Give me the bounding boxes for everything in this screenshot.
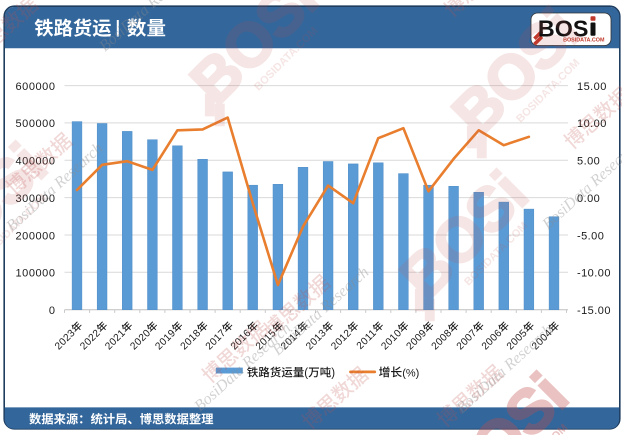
svg-text:-15.00: -15.00 [577, 305, 611, 317]
svg-text:-5.00: -5.00 [577, 230, 604, 242]
svg-text:5.00: 5.00 [577, 156, 600, 168]
svg-text:200000: 200000 [15, 230, 55, 242]
svg-text:500000: 500000 [15, 118, 55, 130]
svg-text:(%): (%) [402, 367, 419, 379]
svg-text:(: ( [304, 367, 308, 379]
svg-text:15.00: 15.00 [577, 81, 607, 93]
svg-text:0: 0 [49, 305, 56, 317]
svg-text:100000: 100000 [15, 268, 55, 280]
svg-text:600000: 600000 [15, 81, 55, 93]
svg-text:-10.00: -10.00 [577, 268, 611, 280]
svg-text:): ) [331, 367, 335, 379]
